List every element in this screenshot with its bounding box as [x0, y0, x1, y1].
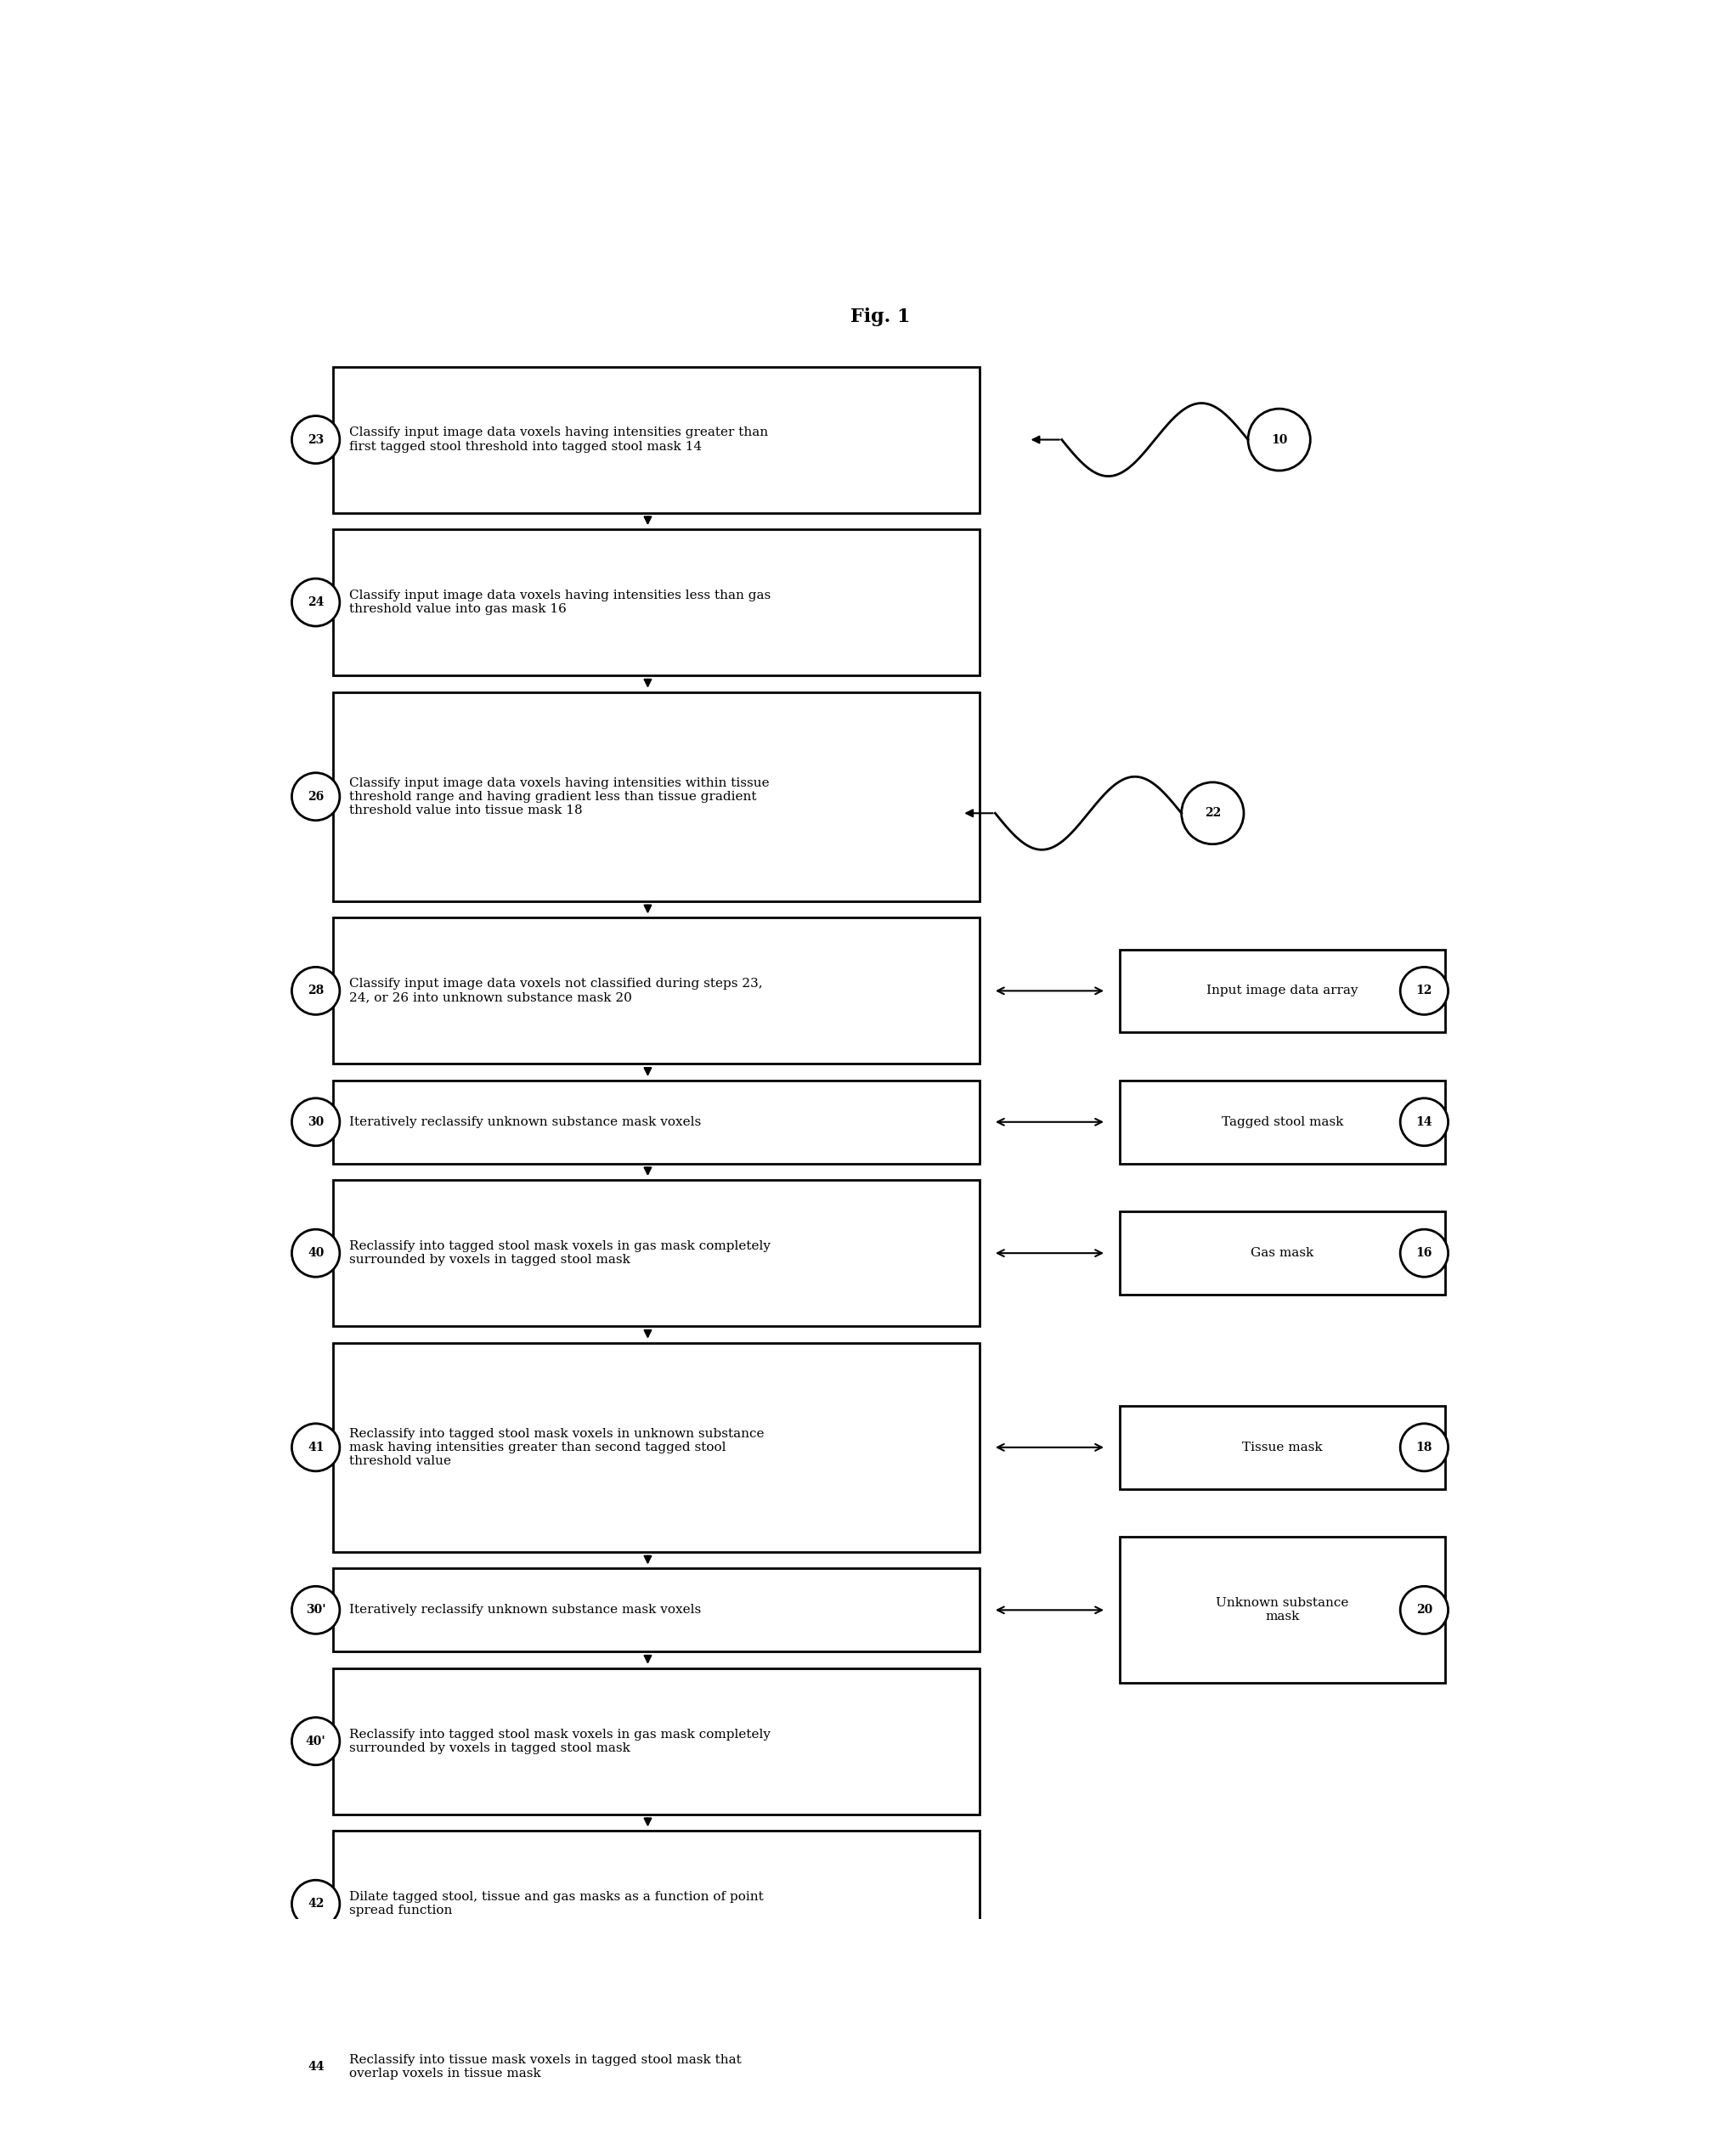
FancyBboxPatch shape [333, 530, 980, 675]
Text: Iteratively reclassify unknown substance mask voxels: Iteratively reclassify unknown substance… [349, 1117, 701, 1128]
Text: Gas mask: Gas mask [1252, 1246, 1314, 1259]
Ellipse shape [292, 1880, 340, 1927]
Ellipse shape [292, 416, 340, 464]
Text: 10: 10 [1271, 433, 1288, 446]
Text: Reclassify into tagged stool mask voxels in gas mask completely
surrounded by vo: Reclassify into tagged stool mask voxels… [349, 1240, 771, 1266]
Ellipse shape [292, 578, 340, 625]
Ellipse shape [292, 1587, 340, 1634]
Text: Dilate tagged stool, tissue and gas masks as a function of point
spread function: Dilate tagged stool, tissue and gas mask… [349, 1891, 764, 1917]
FancyBboxPatch shape [333, 1080, 980, 1164]
Text: Input image data array: Input image data array [1207, 985, 1358, 996]
Text: 18: 18 [1417, 1442, 1432, 1453]
Ellipse shape [292, 1423, 340, 1470]
Text: Classify input image data voxels not classified during steps 23,
24, or 26 into : Classify input image data voxels not cla… [349, 979, 762, 1005]
Text: 44: 44 [307, 2061, 325, 2072]
Ellipse shape [1401, 1423, 1447, 1470]
FancyBboxPatch shape [1119, 949, 1446, 1033]
FancyBboxPatch shape [1119, 1212, 1446, 1294]
Text: Classify input image data voxels having intensities within tissue
threshold rang: Classify input image data voxels having … [349, 776, 769, 817]
Text: 40: 40 [307, 1246, 325, 1259]
Text: Iteratively reclassify unknown substance mask voxels: Iteratively reclassify unknown substance… [349, 1604, 701, 1617]
Text: Unknown substance
mask: Unknown substance mask [1216, 1598, 1350, 1623]
Ellipse shape [292, 1097, 340, 1145]
Text: 30: 30 [307, 1117, 325, 1128]
Text: 24: 24 [307, 597, 325, 608]
Ellipse shape [292, 772, 340, 821]
FancyBboxPatch shape [333, 1570, 980, 1651]
Ellipse shape [1401, 1097, 1447, 1145]
Ellipse shape [1181, 783, 1243, 845]
Text: Tissue mask: Tissue mask [1243, 1442, 1322, 1453]
FancyBboxPatch shape [333, 1179, 980, 1326]
Text: 30': 30' [306, 1604, 326, 1617]
Text: Classify input image data voxels having intensities greater than
first tagged st: Classify input image data voxels having … [349, 427, 767, 453]
Text: Fig. 1: Fig. 1 [850, 308, 910, 326]
FancyBboxPatch shape [1119, 1080, 1446, 1164]
Text: 12: 12 [1417, 985, 1432, 996]
FancyBboxPatch shape [333, 1669, 980, 1813]
Text: 16: 16 [1417, 1246, 1432, 1259]
Text: 40': 40' [306, 1736, 326, 1746]
FancyBboxPatch shape [333, 1994, 980, 2139]
Text: 42: 42 [307, 1897, 325, 1910]
FancyBboxPatch shape [333, 1343, 980, 1552]
Ellipse shape [1401, 968, 1447, 1015]
FancyBboxPatch shape [333, 692, 980, 901]
Text: 14: 14 [1417, 1117, 1432, 1128]
Text: 28: 28 [307, 985, 325, 996]
Text: Reclassify into tagged stool mask voxels in gas mask completely
surrounded by vo: Reclassify into tagged stool mask voxels… [349, 1729, 771, 1755]
Ellipse shape [1248, 410, 1310, 470]
Text: 23: 23 [307, 433, 325, 446]
Text: 41: 41 [307, 1442, 325, 1453]
FancyBboxPatch shape [1119, 1537, 1446, 1684]
FancyBboxPatch shape [333, 1830, 980, 1977]
Text: Classify input image data voxels having intensities less than gas
threshold valu: Classify input image data voxels having … [349, 589, 771, 614]
Text: 20: 20 [1417, 1604, 1432, 1617]
FancyBboxPatch shape [333, 918, 980, 1063]
Ellipse shape [292, 968, 340, 1015]
Ellipse shape [1401, 1587, 1447, 1634]
Ellipse shape [292, 1229, 340, 1276]
Text: Tagged stool mask: Tagged stool mask [1221, 1117, 1343, 1128]
Text: 26: 26 [307, 791, 325, 802]
FancyBboxPatch shape [1119, 1406, 1446, 1490]
Text: Reclassify into tissue mask voxels in tagged stool mask that
overlap voxels in t: Reclassify into tissue mask voxels in ta… [349, 2055, 742, 2078]
Ellipse shape [292, 1718, 340, 1766]
FancyBboxPatch shape [333, 367, 980, 513]
Ellipse shape [1401, 1229, 1447, 1276]
Text: 22: 22 [1204, 806, 1221, 819]
Ellipse shape [292, 2042, 340, 2091]
Text: Reclassify into tagged stool mask voxels in unknown substance
mask having intens: Reclassify into tagged stool mask voxels… [349, 1427, 764, 1466]
